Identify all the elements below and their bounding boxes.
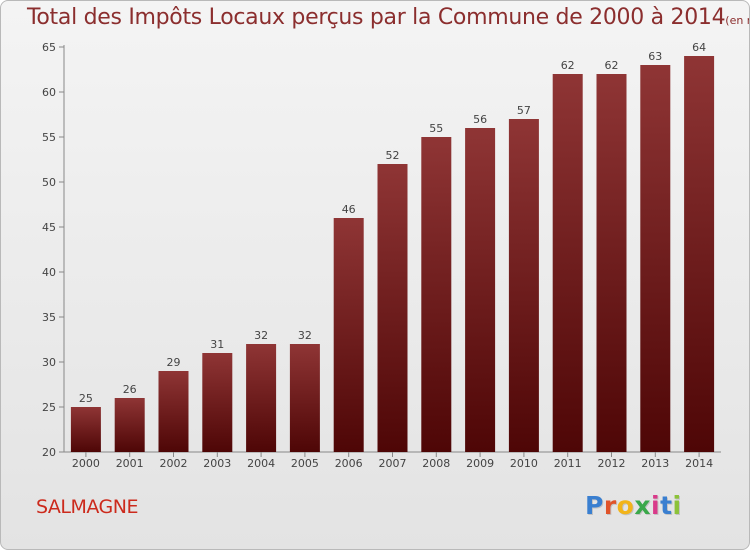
- bar-2007: [377, 164, 408, 452]
- bar-2003: [202, 353, 233, 452]
- bar-2013: [640, 65, 671, 452]
- x-tick-label: 2002: [160, 457, 188, 470]
- bar-2000: [70, 407, 101, 452]
- chart-title-text: Total des Impôts Locaux perçus par la Co…: [27, 5, 726, 30]
- x-tick-label: 2010: [510, 457, 538, 470]
- data-label: 26: [123, 383, 137, 396]
- chart-subtitle: (en milliers d'€): [725, 14, 749, 27]
- bar-2005: [289, 344, 320, 452]
- bar-2010: [508, 119, 539, 452]
- bars: [70, 56, 715, 452]
- chart-title: Total des Impôts Locaux perçus par la Co…: [27, 5, 749, 30]
- x-tick-label: 2013: [641, 457, 669, 470]
- x-tick-label: 2012: [598, 457, 626, 470]
- logo-letter: t: [660, 491, 673, 520]
- data-labels: 25 26 29 31 32 32 46 52 55 56 57 62 62 63 64: [79, 41, 706, 405]
- data-label: 25: [79, 392, 93, 405]
- bar-2012: [596, 74, 627, 452]
- logo-letter: r: [603, 491, 617, 520]
- y-tick-label: 20: [42, 446, 56, 459]
- bar-2001: [114, 398, 145, 452]
- y-tick-label: 25: [42, 401, 56, 414]
- y-tick-label: 30: [42, 356, 56, 369]
- data-label: 52: [386, 149, 400, 162]
- bar-2004: [246, 344, 277, 452]
- x-tick-label: 2007: [379, 457, 407, 470]
- logo-letter: P: [585, 491, 604, 520]
- x-tick-label: 2005: [291, 457, 319, 470]
- data-label: 62: [561, 59, 575, 72]
- bar-2002: [158, 371, 189, 452]
- bar-2011: [552, 74, 583, 452]
- x-tick-label: 2008: [422, 457, 450, 470]
- data-label: 57: [517, 104, 531, 117]
- bar-2006: [333, 218, 364, 452]
- y-tick-label: 55: [42, 131, 56, 144]
- bar-2009: [465, 128, 496, 452]
- x-tick-label: 2003: [203, 457, 231, 470]
- x-tick-label: 2004: [247, 457, 275, 470]
- y-tick-label: 40: [42, 266, 56, 279]
- x-tick-label: 2001: [116, 457, 144, 470]
- data-label: 32: [298, 329, 312, 342]
- logo-letter: x: [634, 491, 651, 520]
- proxiti-logo: Proxiti: [585, 491, 682, 520]
- y-tick-label: 50: [42, 176, 56, 189]
- data-label: 46: [342, 203, 356, 216]
- data-label: 56: [473, 113, 487, 126]
- y-tick-label: 45: [42, 221, 56, 234]
- data-label: 31: [210, 338, 224, 351]
- data-label: 29: [167, 356, 181, 369]
- data-label: 64: [692, 41, 706, 54]
- bar-2008: [421, 137, 452, 452]
- x-tick-label: 2014: [685, 457, 713, 470]
- logo-letter: i: [672, 491, 682, 520]
- data-label: 32: [254, 329, 268, 342]
- commune-name: SALMAGNE: [36, 496, 139, 518]
- x-tick-label: 2006: [335, 457, 363, 470]
- data-label: 63: [648, 50, 662, 63]
- x-tick-label: 2011: [554, 457, 582, 470]
- bar-2014: [684, 56, 715, 452]
- y-tick-label: 35: [42, 311, 56, 324]
- axes: 20 25 30 35 40 45 50 55 60 65 2000 2001 2002 2003 2004…: [42, 41, 721, 470]
- logo-letter: i: [651, 491, 661, 520]
- x-tick-label: 2009: [466, 457, 494, 470]
- x-tick-label: 2000: [72, 457, 100, 470]
- data-label: 55: [429, 122, 443, 135]
- y-tick-label: 65: [42, 41, 56, 54]
- y-tick-label: 60: [42, 86, 56, 99]
- logo-letter: o: [616, 491, 635, 520]
- data-label: 62: [605, 59, 619, 72]
